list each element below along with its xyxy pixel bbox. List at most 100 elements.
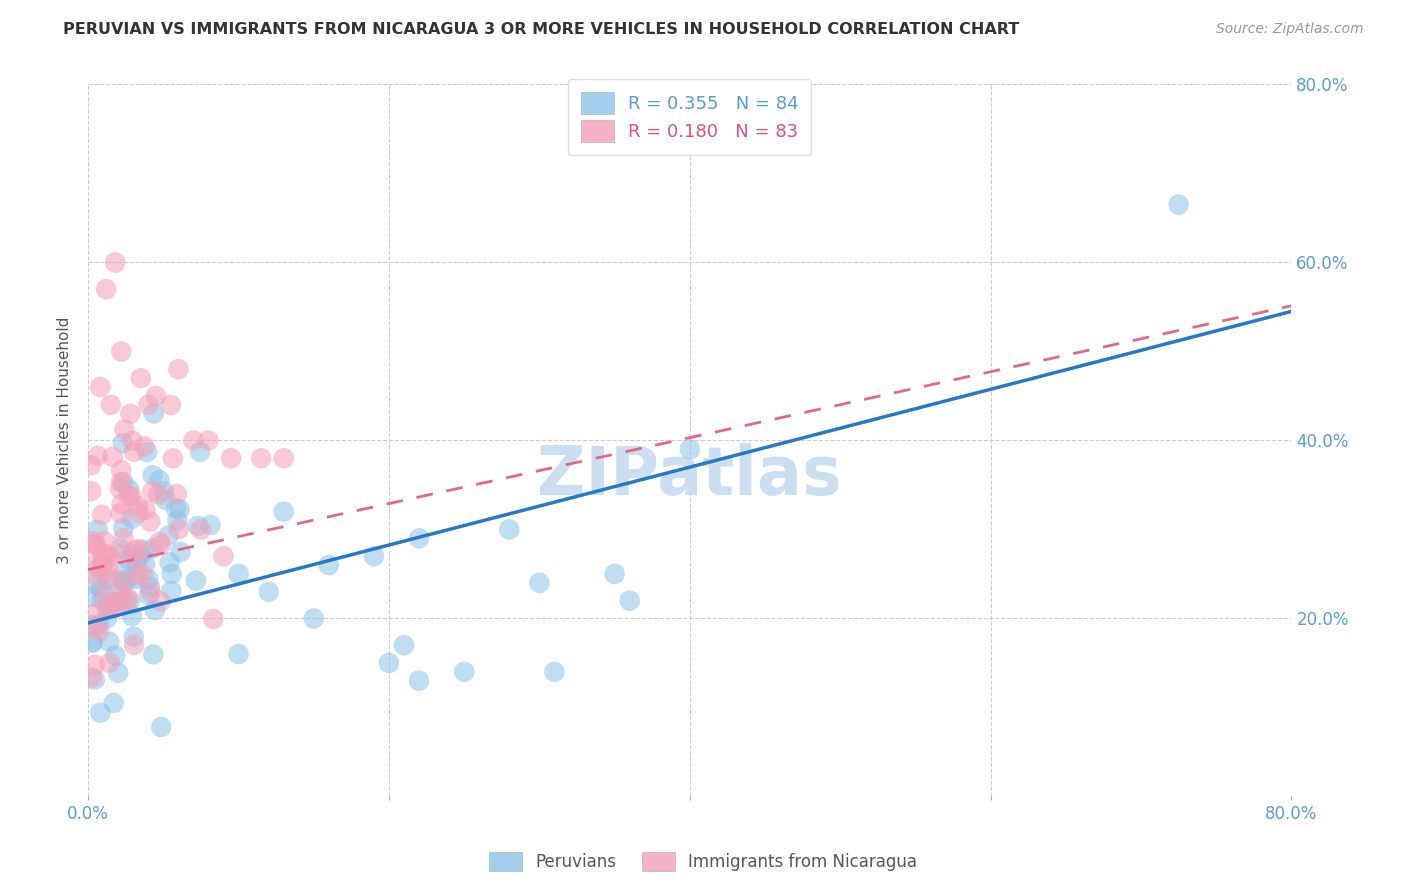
Point [86,523,108,537]
Point [166,513,188,527]
Point [132,543,155,558]
Point [82,635,104,649]
Point [142,468,165,483]
Point [107,595,129,609]
Point [83,673,105,687]
Point [190,523,212,537]
Point [145,389,167,403]
Point [134,558,156,572]
Point [160,583,183,598]
Point [96,601,118,615]
Point [121,511,143,525]
Point [121,546,143,560]
Point [153,492,176,507]
Point [453,665,475,679]
Point [603,566,626,581]
Point [110,463,132,477]
Point [143,603,166,617]
Point [96,282,118,296]
Point [302,611,325,625]
Point [273,451,295,466]
Point [97,562,120,576]
Point [107,665,129,680]
Point [98,550,121,565]
Point [82,635,104,649]
Point [162,451,184,466]
Point [219,451,242,466]
Point [128,506,150,520]
Point [112,574,135,588]
Point [96,574,118,588]
Point [165,501,187,516]
Point [197,434,219,448]
Point [103,601,125,615]
Point [82,534,104,549]
Point [228,647,250,661]
Point [103,696,125,710]
Point [82,618,104,632]
Point [112,475,135,489]
Point [87,449,110,463]
Point [108,547,131,561]
Point [187,519,209,533]
Point [98,570,121,584]
Point [80,458,103,473]
Point [139,515,162,529]
Point [212,549,235,563]
Point [82,558,104,572]
Point [136,398,159,412]
Point [120,407,142,421]
Point [104,648,127,663]
Point [100,398,122,412]
Point [121,609,143,624]
Point [94,589,117,603]
Point [136,572,159,586]
Point [124,542,146,557]
Point [148,487,170,501]
Point [128,542,150,557]
Point [86,538,108,552]
Point [169,545,191,559]
Point [111,436,134,450]
Point [122,444,145,458]
Point [378,656,401,670]
Point [149,538,172,552]
Point [152,484,174,499]
Point [98,656,121,670]
Point [250,451,273,466]
Point [122,630,145,644]
Point [110,506,132,520]
Point [148,535,170,549]
Point [124,550,146,565]
Point [98,635,121,649]
Legend: R = 0.355   N = 84, R = 0.180   N = 83: R = 0.355 N = 84, R = 0.180 N = 83 [568,79,811,155]
Point [87,561,110,575]
Point [141,484,163,499]
Point [200,517,222,532]
Point [90,508,112,522]
Point [108,482,131,496]
Point [142,648,165,662]
Point [139,585,162,599]
Point [98,599,121,614]
Point [392,638,415,652]
Point [363,549,385,563]
Point [110,344,132,359]
Point [127,499,149,513]
Point [160,566,183,581]
Point [83,657,105,672]
Point [157,528,180,542]
Point [115,594,138,608]
Point [82,590,104,604]
Point [89,617,111,632]
Y-axis label: 3 or more Vehicles in Household: 3 or more Vehicles in Household [58,317,72,564]
Point [115,574,138,588]
Point [104,595,127,609]
Point [138,588,160,602]
Point [112,531,135,545]
Point [188,444,211,458]
Point [87,570,110,584]
Point [149,594,172,608]
Point [90,582,112,596]
Point [108,588,131,602]
